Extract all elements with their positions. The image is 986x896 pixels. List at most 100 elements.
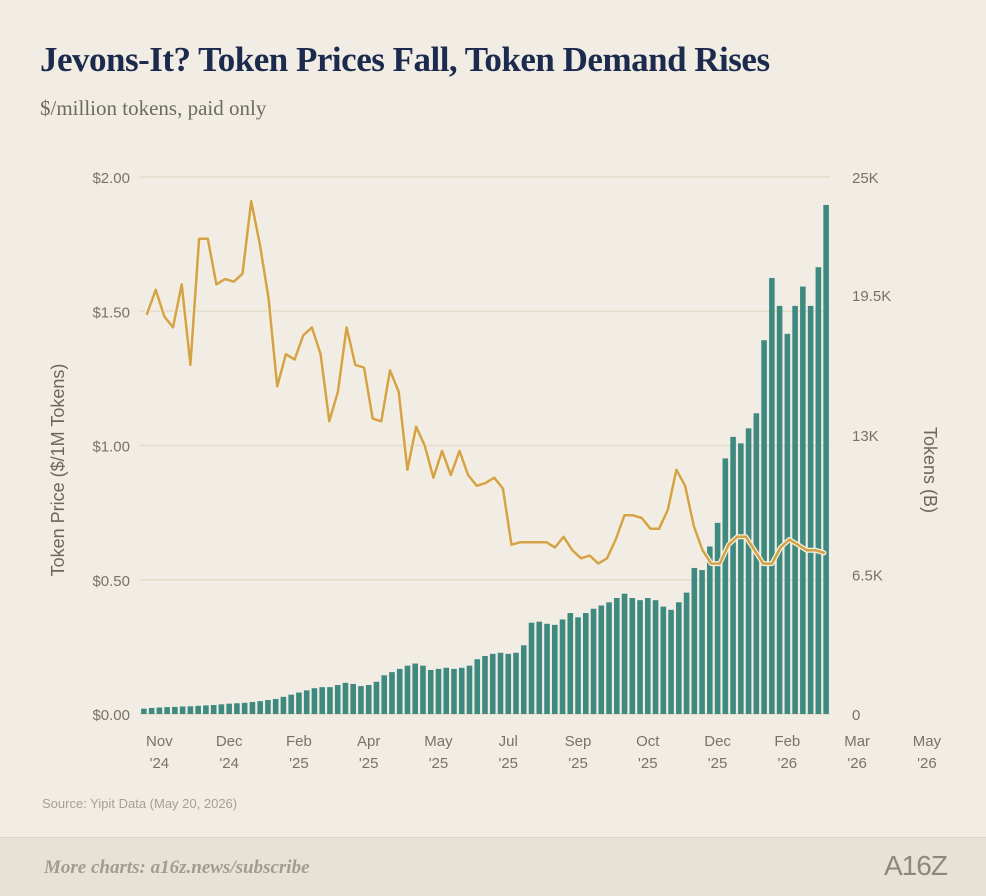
token-volume-bar [598,605,605,714]
token-volume-bar [513,652,519,714]
token-volume-bar [629,598,636,714]
x-tick-year: '25 [429,755,449,772]
token-volume-bar [365,685,372,714]
token-volume-bar [660,606,667,714]
token-volume-bar [179,706,186,714]
token-volume-bar [722,458,729,714]
x-tick-year: '25 [568,755,588,772]
token-volume-bar [668,609,674,714]
x-tick-month: Oct [636,733,660,750]
token-volume-bar [520,645,527,714]
token-volume-bar [420,665,426,714]
footer-bar: More charts: a16z.news/subscribe A16Z [0,837,986,896]
x-tick-month: Dec [216,733,243,750]
x-tick-year: '25 [359,755,379,772]
token-volume-bar [645,598,651,714]
token-volume-bar [683,592,690,714]
right-tick-label: 0 [852,707,860,724]
token-volume-bar [350,683,356,714]
token-volume-bar [489,653,496,714]
token-volume-bar [373,681,380,714]
token-volume-bar [761,340,767,714]
token-volume-bar [784,333,791,714]
token-volume-bar [389,672,395,714]
right-tick-label: 13K [852,428,879,445]
x-tick-month: Mar [844,733,870,750]
more-charts-link[interactable]: More charts: a16z.news/subscribe [44,857,310,878]
x-tick-month: Dec [704,733,731,750]
token-volume-bar [210,704,217,714]
token-volume-bar [497,652,504,714]
left-tick-label: $1.00 [92,439,130,456]
left-tick-label: $1.50 [92,304,130,321]
x-tick-year: '26 [917,755,937,772]
token-volume-bar [381,675,388,714]
token-volume-bar [614,598,620,714]
x-tick-year: '25 [708,755,728,772]
token-volume-bar [311,688,318,714]
token-volume-bar [745,428,752,714]
token-volume-bar [218,704,225,714]
token-volume-bar [528,622,535,714]
token-volume-bar [427,669,434,714]
token-volume-bar [342,682,349,714]
x-tick-month: Nov [146,733,173,750]
token-volume-bar [443,667,450,714]
token-volume-bar [544,623,550,714]
x-tick-year: '25 [289,755,309,772]
token-volume-bar [327,687,333,714]
page-title: Jevons-It? Token Prices Fall, Token Dema… [40,40,770,79]
token-volume-bar [567,613,574,714]
left-axis-ticks: $0.00 $0.50 $1.00 $1.50 $2.00 [92,170,130,724]
token-volume-bar [714,522,721,714]
x-tick-year: '26 [847,755,867,772]
token-volume-bar [451,668,457,714]
left-tick-label: $2.00 [92,170,130,187]
x-tick-month: Sep [565,733,592,750]
x-tick-year: '24 [150,755,170,772]
x-tick-month: Feb [286,733,312,750]
token-volume-bar [226,703,232,714]
page-subtitle: $/million tokens, paid only [40,96,267,120]
token-volume-bar [396,668,403,714]
token-volume-bar [319,687,325,714]
token-volume-bar [412,663,419,714]
token-volume-bar [172,706,178,714]
x-tick-year: '25 [638,755,658,772]
right-tick-label: 25K [852,170,879,187]
source-note: Source: Yipit Data (May 20, 2026) [42,796,238,811]
combo-chart: $0.00 $0.50 $1.00 $1.50 $2.00 0 6.5K 13K 19.5K 2… [48,170,942,772]
token-volume-bar [164,707,170,714]
token-volume-bar [582,613,589,714]
x-tick-year: '25 [498,755,518,772]
token-volume-bar [559,619,566,714]
token-volume-bars [141,204,829,714]
price-line-halo [144,198,827,567]
token-volume-bar [404,665,411,714]
token-volume-bar [466,665,473,714]
x-tick-month: May [424,733,453,750]
token-volume-bar [776,305,783,714]
left-tick-label: $0.00 [92,707,130,724]
token-volume-bar [435,668,442,714]
token-volume-bar [303,690,310,714]
token-volume-bar [296,692,302,714]
token-volume-bar [187,706,194,714]
x-tick-month: Jul [499,733,518,750]
token-volume-bar [606,602,612,714]
token-volume-bar [458,667,465,714]
token-volume-bar [536,621,543,714]
token-price-line [144,198,827,567]
token-volume-bar [792,305,798,714]
token-volume-bar [691,567,698,714]
token-volume-bar [551,624,558,714]
left-axis-label: Token Price ($/1M Tokens) [48,364,68,577]
x-axis-ticks: Nov '24 Dec '24 Feb '25 Apr '25 May '25 Jul '25 Sep '… [146,733,942,772]
token-volume-bar [257,701,263,714]
token-volume-bar [652,600,659,714]
left-tick-label: $0.50 [92,573,130,590]
right-tick-label: 19.5K [852,288,891,305]
token-volume-bar [730,436,736,714]
token-volume-bar [280,696,287,714]
token-volume-bar [707,546,713,714]
